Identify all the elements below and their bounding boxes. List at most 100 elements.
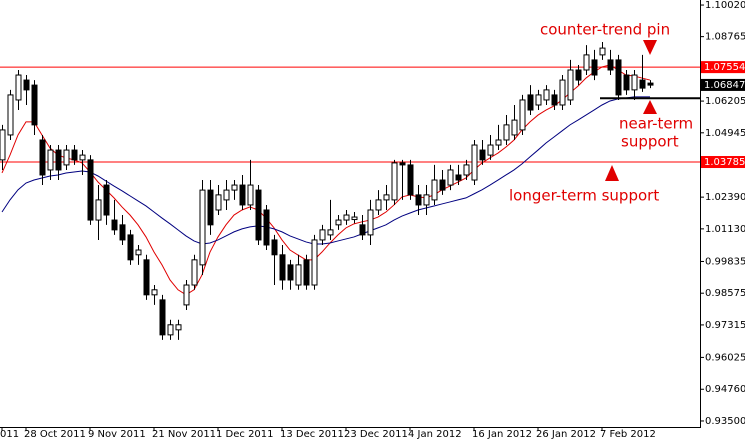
y-tick-label: 0.98575 [705,288,745,299]
candle-body [119,224,126,241]
candle-body [623,74,630,91]
x-tick-label: 7 Feb 2012 [600,429,656,440]
candle-body [295,264,302,286]
y-tick-label: 0.96025 [705,352,745,363]
candle-body [311,239,318,286]
y-tick-label: 0.97315 [705,320,745,331]
level-label: 1.07554 [704,62,745,73]
candle-body [519,99,526,131]
candle-body [15,74,22,101]
candle-body [103,184,110,216]
x-tick-label: 4 Jan 2012 [408,429,462,440]
candle-body [39,139,46,176]
annotation: longer-term support [509,187,659,205]
candle-body [599,47,606,56]
candle-body [391,162,398,201]
x-tick-label: 28 Oct 2011 [24,429,86,440]
candle-body [503,124,510,141]
candle-body [367,209,374,236]
candle-body [263,209,270,246]
candle-body [55,149,62,171]
candle-body [527,94,534,111]
x-tick-label: 26 Jan 2012 [536,429,596,440]
candle-body [319,229,326,241]
level-label-bg [701,61,745,74]
candle-body [199,189,206,266]
candle-body [495,139,502,146]
candle-body [7,94,14,136]
candle-body [423,194,430,206]
candle-body [0,129,6,161]
candle-body [151,289,158,296]
candle-body [551,94,558,106]
candle-body [359,224,366,236]
candle-body [239,184,246,206]
candle-body [31,84,38,126]
x-tick-label: 23 Dec 2011 [344,429,408,440]
arrow-up [643,100,657,114]
candle-body [479,149,486,161]
y-tick-label: 1.08765 [705,32,745,43]
candle-body [447,169,454,186]
arrow-down [643,40,657,55]
arrow-up [605,165,619,181]
candle-body [215,194,222,211]
candle-body [431,179,438,201]
candle-body [23,79,30,91]
candle-body [535,94,542,106]
candle-body [487,144,494,156]
candle-body [351,216,358,221]
x-tick-label: 1 Dec 2011 [216,429,274,440]
candle-body [399,162,406,166]
candle-body [631,74,638,91]
x-tick-label: 011 [0,429,19,440]
x-tick-label: 16 Jan 2012 [472,429,532,440]
y-tick-label: 1.02390 [705,192,745,203]
candle-body [303,259,310,286]
candle-body [583,54,590,71]
candle-body [143,259,150,296]
candle-body [95,199,102,221]
candle-body [231,184,238,191]
price-label: 1.06847 [704,80,745,91]
candle-body [71,149,78,161]
candle-body [191,259,198,286]
candle-body [615,59,622,96]
candle-body [439,179,446,191]
candle-body [167,324,174,336]
candle-body [183,284,190,306]
candle-body [207,189,214,226]
candle-body [279,254,286,281]
x-tick-label: 21 Nov 2011 [152,429,216,440]
candle-body [455,174,462,181]
y-tick-label: 0.94760 [705,384,745,395]
candle-body [159,299,166,336]
candle-body [343,214,350,221]
candle-body [543,89,550,101]
candle-body [575,69,582,81]
candle-body [247,184,254,206]
candle-body [63,149,70,166]
candle-body [87,159,94,221]
candle-body [79,154,86,161]
price-label-bg [701,78,745,91]
candle-body [559,79,566,106]
candle-body [415,194,422,206]
candle-body [287,264,294,281]
candle-body [639,79,646,89]
annotation: near-term [619,115,693,133]
level-label: 1.03785 [704,157,745,168]
candle-body [463,164,470,176]
candle-body [607,59,614,71]
candle-body [127,234,134,261]
candle-body [511,119,518,136]
candle-body [47,149,54,171]
candle-body [471,144,478,181]
candle-body [335,219,342,226]
candle-body [567,69,574,101]
annotation: support [621,133,679,151]
candle-body [255,189,262,241]
candle-body [407,164,414,196]
x-tick-label: 13 Dec 2011 [280,429,344,440]
